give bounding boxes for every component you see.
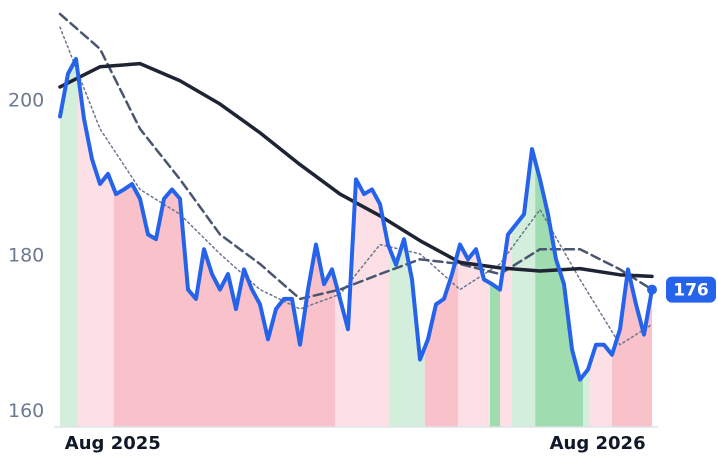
y-tick-label: 160 xyxy=(8,400,44,422)
series-line xyxy=(58,12,654,301)
x-tick-label: Aug 2026 xyxy=(550,433,646,454)
y-tick-label: 200 xyxy=(8,89,44,111)
region-area xyxy=(583,363,591,427)
region-area xyxy=(590,344,612,427)
region-area xyxy=(390,239,425,427)
region-area xyxy=(424,251,458,427)
y-tick-label: 180 xyxy=(8,245,44,267)
region-area xyxy=(78,73,114,427)
region-area xyxy=(114,183,336,427)
region-area xyxy=(535,161,584,427)
region-area xyxy=(60,59,78,427)
region-area xyxy=(458,244,490,427)
x-tick-label: Aug 2025 xyxy=(65,433,161,454)
value-label-bg xyxy=(666,276,716,303)
value-label: 176 xyxy=(673,281,709,301)
last-point xyxy=(647,284,657,295)
series-line xyxy=(59,26,653,346)
region-area xyxy=(335,179,391,427)
region-area xyxy=(512,149,536,427)
region-area xyxy=(490,282,500,427)
region-area xyxy=(612,269,652,427)
series-line xyxy=(58,57,654,382)
